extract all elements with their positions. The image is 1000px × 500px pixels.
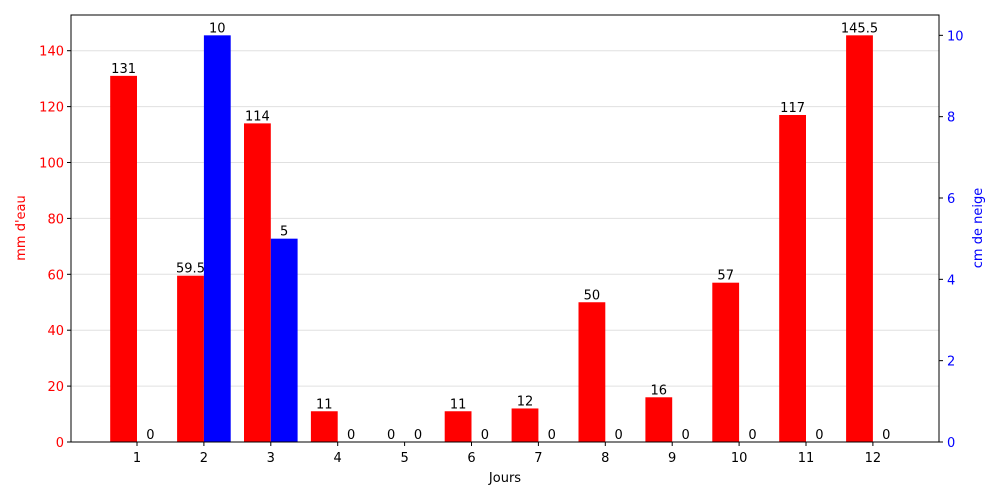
plot-frame — [70, 14, 940, 443]
bar-value-label: 0 — [815, 428, 823, 443]
x-tick-label: 5 — [400, 451, 408, 466]
right-axis-title: cm de neige — [971, 188, 986, 268]
x-tick-label: 9 — [668, 451, 676, 466]
bar-value-label: 145.5 — [841, 21, 878, 36]
bar-value-label: 0 — [387, 428, 395, 443]
bar-value-label: 12 — [517, 394, 534, 409]
x-tick-label: 4 — [334, 451, 342, 466]
water-bar — [779, 114, 806, 443]
bar-value-label: 0 — [548, 428, 556, 443]
y-left-tick-label: 100 — [39, 157, 64, 172]
x-tick-label: 12 — [865, 451, 882, 466]
bar-value-label: 11 — [450, 397, 467, 412]
snow-bar — [270, 238, 298, 442]
y-left-tick-label: 120 — [39, 101, 64, 116]
x-tick-label: 1 — [133, 451, 141, 466]
x-tick-label: 10 — [731, 451, 748, 466]
snow-bar — [203, 35, 231, 442]
bar-value-label: 0 — [882, 428, 890, 443]
bar-value-label: 117 — [780, 101, 805, 116]
y-left-tick-label: 140 — [39, 45, 64, 60]
water-bar — [511, 408, 539, 442]
bar-value-label: 5 — [280, 225, 288, 240]
x-tick-label: 2 — [200, 451, 208, 466]
bar-value-label: 114 — [245, 109, 270, 124]
x-tick-label: 3 — [267, 451, 275, 466]
x-tick-label: 7 — [534, 451, 542, 466]
y-left-tick-label: 60 — [47, 268, 64, 283]
y-left-tick-label: 0 — [56, 436, 64, 451]
y-right-tick-label: 2 — [947, 355, 955, 370]
bar-value-label: 11 — [316, 397, 333, 412]
bars — [110, 35, 873, 443]
water-bar — [244, 123, 271, 442]
y-right-tick-label: 0 — [947, 436, 955, 451]
water-bar — [177, 275, 204, 442]
bar-value-label: 50 — [584, 288, 601, 303]
x-axis-title: Jours — [488, 471, 521, 486]
water-bar — [310, 411, 338, 442]
x-tick-label: 8 — [601, 451, 609, 466]
x-tick-label: 6 — [467, 451, 475, 466]
y-right-tick-label: 4 — [947, 273, 955, 288]
water-bar — [712, 282, 740, 442]
bar-value-label: 131 — [111, 62, 136, 77]
axes — [70, 14, 940, 443]
bar-value-label: 0 — [481, 428, 489, 443]
left-axis-title: mm d'eau — [14, 195, 29, 261]
y-right-tick-label: 10 — [947, 29, 964, 44]
bar-value-label: 57 — [717, 269, 734, 284]
y-right-tick-label: 6 — [947, 192, 955, 207]
bar-value-label: 10 — [209, 21, 226, 36]
bar-value-label: 0 — [681, 428, 689, 443]
x-tick-label: 11 — [798, 451, 815, 466]
y-right-tick-label: 8 — [947, 111, 955, 126]
water-bar — [578, 302, 606, 442]
water-bar — [110, 75, 137, 442]
bar-value-label: 0 — [146, 428, 154, 443]
bar-value-label: 0 — [347, 428, 355, 443]
bar-value-label: 0 — [615, 428, 623, 443]
water-bar — [444, 411, 472, 442]
bar-value-label: 0 — [748, 428, 756, 443]
y-left-tick-label: 20 — [47, 380, 64, 395]
water-bar — [846, 35, 873, 442]
y-left-tick-label: 80 — [47, 212, 64, 227]
y-left-tick-label: 40 — [47, 324, 64, 339]
water-bar — [645, 397, 673, 442]
bar-value-label: 16 — [651, 383, 668, 398]
bar-value-label: 0 — [414, 428, 422, 443]
bar-value-label: 59.5 — [176, 262, 205, 277]
